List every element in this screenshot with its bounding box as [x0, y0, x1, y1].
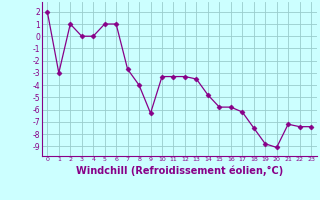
X-axis label: Windchill (Refroidissement éolien,°C): Windchill (Refroidissement éolien,°C) [76, 165, 283, 176]
